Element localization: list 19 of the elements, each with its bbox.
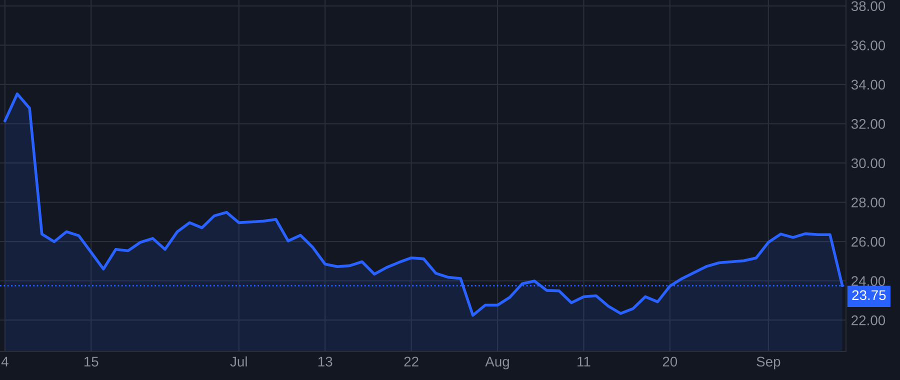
y-tick-label: 22.00 [852,315,886,326]
x-tick-label: 20 [662,356,678,367]
y-tick-label: 24.00 [852,276,886,286]
x-tick-label: Sep [756,356,780,370]
x-tick-label: 22 [404,356,418,366]
ref-line-label: 23.75 [852,290,886,300]
x-tick-label: Jul [230,356,247,367]
x-tick-label: 15 [84,356,98,367]
x-tick-label: 11 [578,356,590,366]
y-tick-label: 30.00 [851,158,886,168]
y-tick-label: 36.00 [851,40,886,50]
y-tick-label: 38.00 [851,1,886,12]
x-tick-label: 4 [1,356,8,366]
x-tick-label: 13 [318,356,332,367]
y-tick-label: 26.00 [852,236,886,247]
y-tick-label: 28.00 [852,198,886,208]
y-tick-label: 32.00 [851,119,886,129]
y-tick-label: 34.00 [851,80,886,90]
x-tick-label: Aug [485,356,509,370]
